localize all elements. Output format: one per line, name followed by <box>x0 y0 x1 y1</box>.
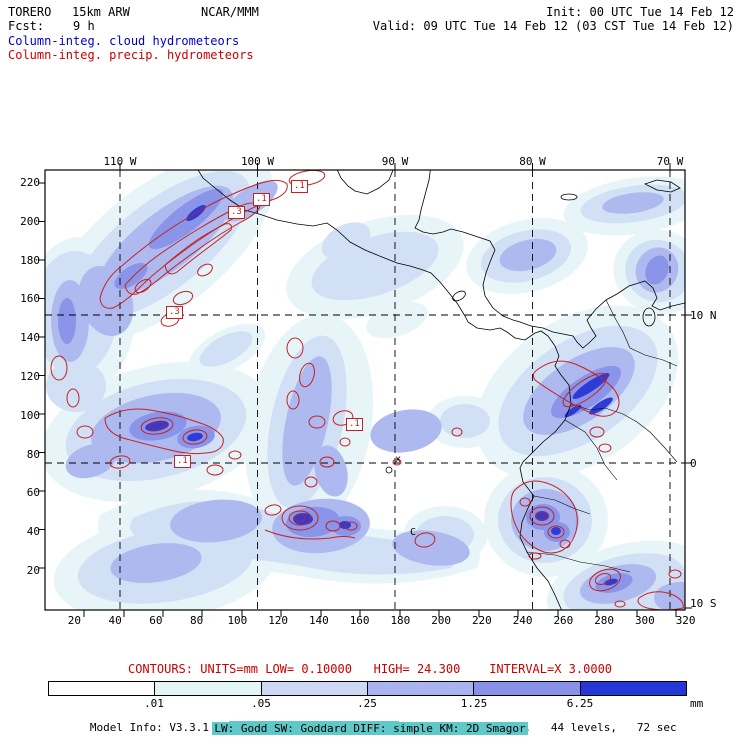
init-time: Init: 00 UTC Tue 14 Feb 12 <box>546 5 734 19</box>
precip-contours <box>50 170 684 610</box>
colorbar-cell <box>154 682 261 695</box>
model-info-radiation-highlight: LW: Godd SW: Goddard DIFF: simple KM: 2D… <box>212 722 528 735</box>
model-resolution: 15km ARW <box>72 5 130 19</box>
lon-tick-label: 110 W <box>103 155 137 168</box>
model-org: NCAR/MMM <box>201 5 259 19</box>
model-info-line2: LW: Godd SW: Goddard DIFF: simple KM: 2D… <box>0 722 740 735</box>
contour-label: .3 <box>228 206 245 219</box>
x-tick-label: 200 <box>431 614 452 627</box>
map-frame <box>44 169 686 611</box>
lon-tick-label: 80 W <box>519 155 546 168</box>
forecast-hour: Fcst: 9 h <box>8 19 95 33</box>
y-tick-label: 140 <box>20 331 40 345</box>
y-tick-label: 100 <box>20 408 40 422</box>
field-label-precip: Column-integ. precip. hydrometeors <box>8 48 254 62</box>
y-tick-label: 160 <box>20 292 40 306</box>
contour-label: .1 <box>346 418 363 431</box>
x-tick-label: 40 <box>108 614 122 627</box>
colorbar-tick: .05 <box>251 697 271 710</box>
x-tick-label: 300 <box>634 614 655 627</box>
colorbar-tick: .25 <box>357 697 377 710</box>
y-tick-label: 180 <box>20 253 40 267</box>
contour-label: .3 <box>166 306 183 319</box>
x-tick-label: 320 <box>675 614 696 627</box>
y-tick-label: 220 <box>20 176 40 189</box>
y-tick-label: 80 <box>26 447 40 461</box>
colorbar-cell <box>260 682 367 695</box>
field-label-cloud: Column-integ. cloud hydrometeors <box>8 34 240 48</box>
colorbar-tick: 1.25 <box>460 697 488 710</box>
contour-label: .1 <box>174 455 191 468</box>
x-tick-label: 100 <box>227 614 248 627</box>
y-tick-label: 200 <box>20 214 40 228</box>
x-tick-label: 20 <box>67 614 81 627</box>
colorbar-tick: 6.25 <box>566 697 594 710</box>
x-marker: x <box>395 454 402 465</box>
latitude-label-10n: 10 N <box>690 309 717 322</box>
longitude-axis-labels: 110 W 100 W 90 W 80 W 70 W <box>80 155 710 168</box>
y-tick-label: 60 <box>26 486 40 500</box>
x-axis-labels: 20 40 60 80 100 120 140 160 180 200 220 240 260 280 30… <box>54 614 706 627</box>
coastlines <box>197 170 685 610</box>
latitude-label-0: 0 <box>690 457 697 470</box>
colorbar-cell <box>579 682 686 695</box>
lon-tick-label: 90 W <box>381 155 409 168</box>
c-marker: C <box>410 527 417 538</box>
latlon-gridlines <box>45 170 685 610</box>
y-tick-label: 120 <box>20 369 40 383</box>
colorbar-cell <box>49 682 155 695</box>
contour-info-line: CONTOURS: UNITS=mm LOW= 0.10000 HIGH= 24… <box>127 662 613 676</box>
x-tick-label: 140 <box>308 614 329 627</box>
x-tick-label: 220 <box>471 614 492 627</box>
x-tick-label: 120 <box>268 614 289 627</box>
colorbar-cell <box>473 682 580 695</box>
contour-label: .1 <box>291 180 308 193</box>
colorbar-cell <box>366 682 474 695</box>
x-tick-label: 260 <box>553 614 574 627</box>
x-tick-label: 160 <box>349 614 370 627</box>
model-name: TORERO <box>8 5 52 19</box>
colorbar-units-label: mm <box>690 697 704 710</box>
colorbar-tick: .01 <box>144 697 164 710</box>
y-tick-label: 20 <box>26 563 40 577</box>
cloud-shading-level5 <box>145 204 618 586</box>
lon-tick-label: 100 W <box>240 155 275 168</box>
y-tick-label: 40 <box>26 525 40 539</box>
contour-label: .1 <box>253 193 270 206</box>
colorbar <box>48 681 687 696</box>
map-plot <box>38 163 692 617</box>
latitude-label-10s: 10 S <box>690 597 717 610</box>
x-tick-label: 280 <box>594 614 615 627</box>
x-tick-label: 180 <box>390 614 411 627</box>
x-tick-label: 80 <box>190 614 204 627</box>
model-info-prefix: Model Info: V3.3.1 <box>89 721 229 734</box>
x-tick-label: 240 <box>512 614 533 627</box>
x-tick-label: 60 <box>149 614 163 627</box>
axis-ticks <box>38 163 692 617</box>
lon-tick-label: 70 W <box>656 155 684 168</box>
valid-time: Valid: 09 UTC Tue 14 Feb 12 (03 CST Tue … <box>372 19 734 33</box>
y-axis-labels: 220 200 180 160 140 120 100 80 60 40 20 <box>2 176 40 577</box>
